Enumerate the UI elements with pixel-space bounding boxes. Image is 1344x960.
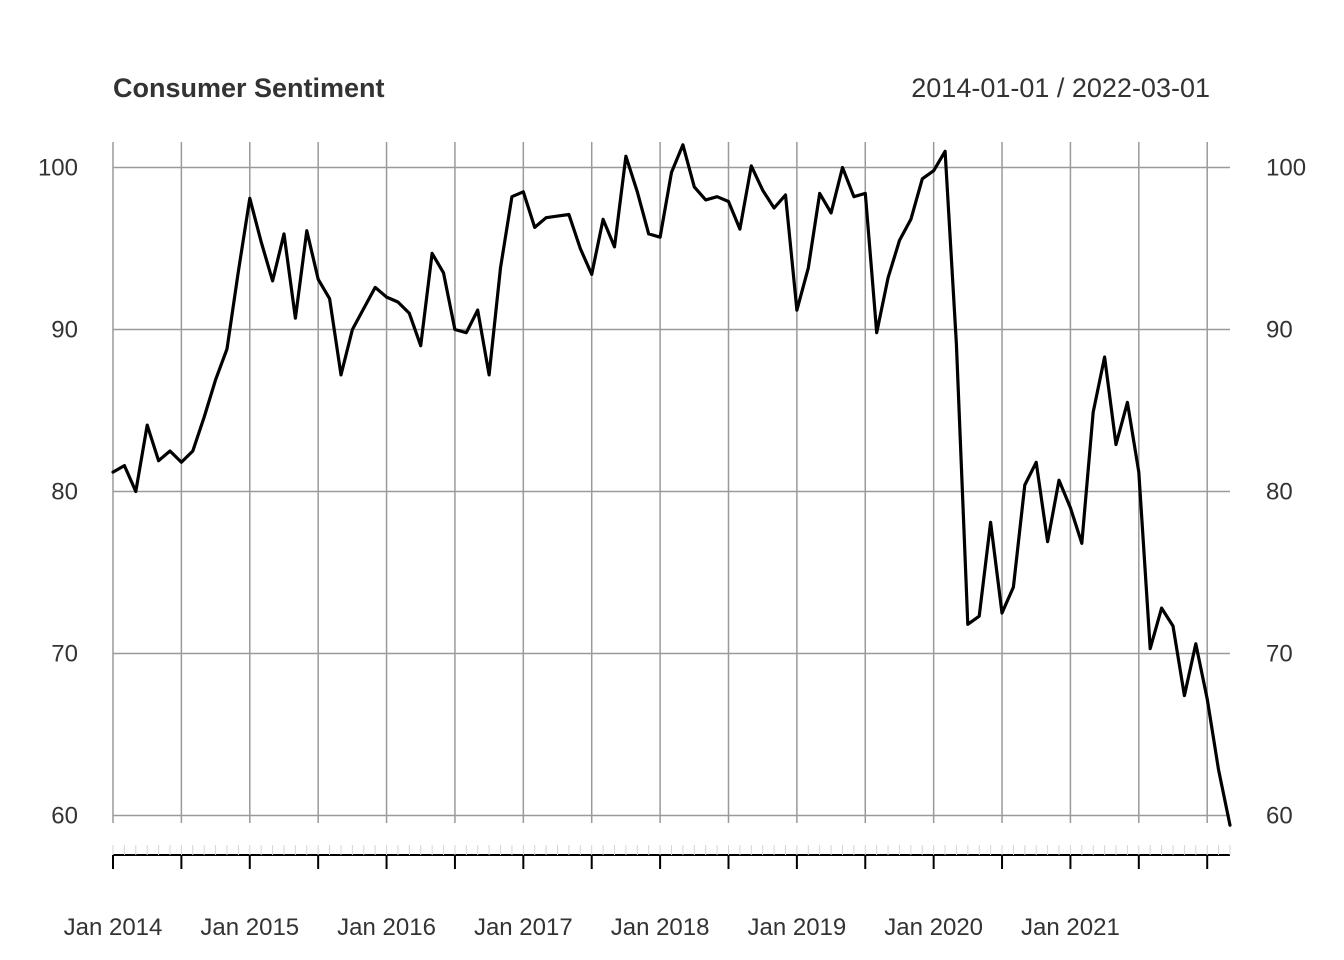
y-tick-label-right: 70 [1266,641,1293,668]
y-tick-label-left: 70 [51,641,78,668]
grid [112,142,1230,823]
y-tick-label-left: 60 [51,803,78,830]
x-tick-label: Jan 2016 [337,914,436,941]
x-tick-label: Jan 2018 [611,914,710,941]
x-tick-label: Jan 2015 [200,914,299,941]
x-axis: Jan 2014 Jan 2015 Jan 2016 Jan 2017 Jan 2018… [64,845,1231,941]
date-range-label: 2014-01-01 / 2022-03-01 [911,73,1210,103]
series-line [111,143,1232,827]
x-tick-label: Jan 2021 [1021,914,1120,941]
y-tick-label-right: 60 [1266,803,1293,830]
y-tick-label-right: 90 [1266,317,1293,344]
y-tick-label-left: 90 [51,317,78,344]
chart-title: Consumer Sentiment [113,73,385,103]
y-tick-label-left: 100 [38,155,78,182]
x-tick-label: Jan 2019 [747,914,846,941]
y-tick-label-left: 80 [51,479,78,506]
series-layer [111,143,1232,827]
x-tick-label: Jan 2014 [64,914,163,941]
x-tick-label: Jan 2020 [884,914,983,941]
x-tick-label: Jan 2017 [474,914,573,941]
y-tick-label-right: 80 [1266,479,1293,506]
y-axis-ticks: 60 60 70 70 80 80 90 90 100 100 [38,155,1306,830]
y-tick-label-right: 100 [1266,155,1306,182]
